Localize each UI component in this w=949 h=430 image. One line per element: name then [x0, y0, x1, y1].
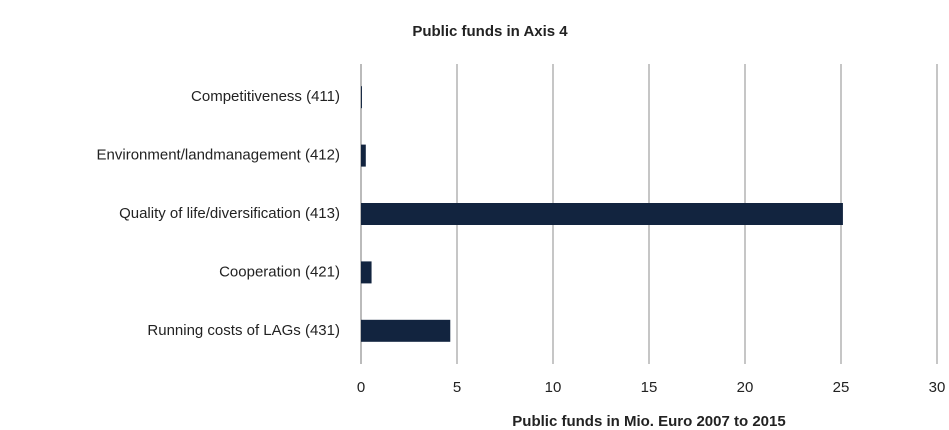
x-tick-label: 30 [929, 379, 946, 396]
bar [361, 86, 362, 109]
bar [361, 144, 366, 167]
chart-title: Public funds in Axis 4 [412, 23, 568, 40]
bar [361, 319, 451, 342]
y-tick-label: Cooperation (421) [219, 263, 340, 280]
x-tick-label: 20 [737, 379, 754, 396]
x-tick-label: 10 [545, 379, 562, 396]
x-axis-title: Public funds in Mio. Euro 2007 to 2015 [512, 413, 785, 430]
x-tick-label: 0 [357, 379, 365, 396]
x-tick-label: 15 [641, 379, 658, 396]
x-tick-label: 25 [833, 379, 850, 396]
bar [361, 261, 372, 284]
y-tick-label: Quality of life/diversification (413) [119, 205, 340, 222]
x-tick-label: 5 [453, 379, 461, 396]
y-tick-label: Competitiveness (411) [191, 88, 340, 105]
bar [361, 203, 843, 225]
y-tick-label: Environment/landmanagement (412) [97, 147, 340, 164]
y-tick-label: Running costs of LAGs (431) [147, 322, 340, 339]
